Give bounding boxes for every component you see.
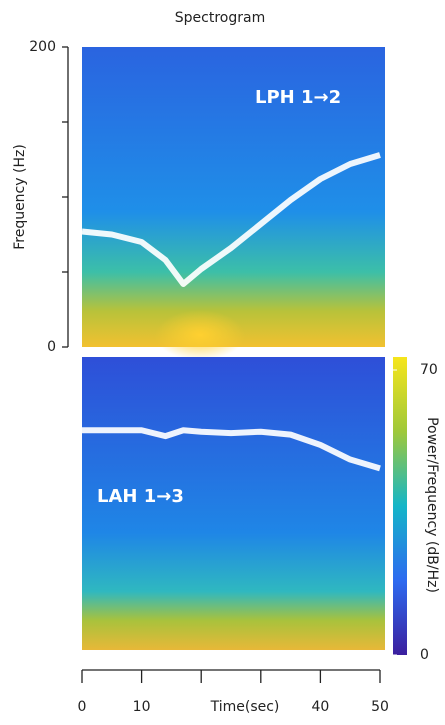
x-tick-label: 10 (133, 699, 151, 715)
colorbar-tick-label: 70 (420, 362, 438, 378)
y-tick-label: 0 (47, 339, 56, 355)
panel-annotation: LAH 1→3 (97, 486, 184, 507)
frequency-trace (81, 152, 381, 287)
x-axis-label: Time(sec) (210, 699, 280, 715)
colorbar-label: Power/Frequency (dB/Hz) (424, 417, 440, 593)
x-tick-label: 40 (311, 699, 329, 715)
spectrogram-top (82, 47, 385, 347)
chart-title: Spectrogram (175, 10, 265, 26)
power-blob (155, 310, 245, 360)
spectrogram-bottom (82, 357, 385, 650)
y-tick-label: 200 (29, 39, 56, 55)
frequency-trace (82, 427, 381, 472)
colorbar-tick-label: 0 (420, 647, 429, 663)
y-axis-label: Frequency (Hz) (12, 144, 28, 250)
panel-annotation: LPH 1→2 (255, 87, 341, 108)
x-tick-label: 0 (78, 699, 87, 715)
colorbar (393, 357, 407, 655)
x-tick-label: 50 (371, 699, 389, 715)
